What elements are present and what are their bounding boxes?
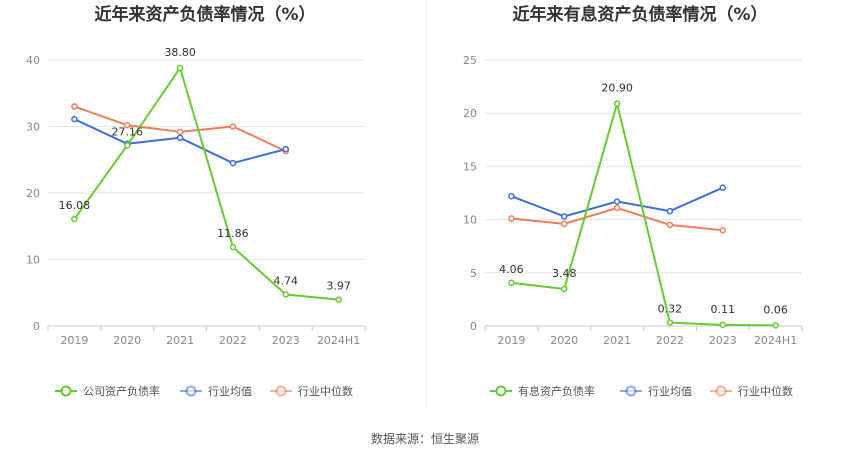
y-tick-label: 40	[26, 54, 40, 67]
data-point	[508, 279, 515, 287]
data-point	[772, 322, 779, 329]
data-point	[613, 204, 621, 212]
data-label: 3.97	[326, 280, 351, 293]
x-tick-label: 2019	[497, 334, 525, 347]
data-point	[613, 198, 621, 205]
legend-label: 公司资产负债率	[83, 384, 160, 398]
data-label: 11.86	[217, 227, 249, 240]
y-tick-label: 5	[470, 267, 477, 280]
x-tick-label: 2021	[166, 334, 194, 347]
legend-swatch-marker	[185, 385, 197, 397]
data-point	[613, 100, 621, 107]
data-point	[71, 103, 78, 110]
y-tick-label: 10	[26, 254, 40, 267]
data-point	[666, 319, 674, 326]
data-label: 4.74	[274, 274, 299, 287]
x-tick-label: 2019	[60, 334, 88, 347]
data-point	[71, 215, 78, 223]
data-point	[666, 221, 674, 229]
y-tick-label: 15	[463, 160, 477, 173]
data-point	[719, 184, 726, 191]
data-label: 3.48	[552, 267, 577, 280]
y-tick-label: 0	[33, 320, 40, 333]
data-point	[561, 213, 568, 220]
y-tick-label: 20	[463, 107, 477, 120]
data-point	[229, 243, 237, 251]
data-point	[508, 192, 515, 200]
data-label: 0.06	[763, 303, 788, 316]
data-point	[176, 64, 184, 72]
data-point	[71, 115, 78, 123]
series-line	[511, 206, 723, 232]
data-label: 38.80	[164, 46, 196, 59]
series-line	[73, 66, 339, 301]
y-tick-label: 0	[470, 320, 477, 333]
legend-swatch-marker	[275, 385, 287, 397]
chart-right: 近年来有息资产负债率情况（%） 0 5 10 15 20 25 2019 2020 2021 202…	[463, 4, 803, 398]
chart-left: 近年来资产负债率情况（%） 0 10 20 30 40 2019 2020 2021 2022 20…	[26, 4, 366, 398]
y-tick-label: 20	[26, 187, 40, 200]
data-point	[282, 145, 289, 153]
series-line	[73, 118, 287, 165]
data-label: 20.90	[601, 82, 633, 95]
x-tick-label: 2020	[113, 334, 141, 347]
data-point	[508, 215, 515, 222]
data-label: 27.16	[112, 125, 144, 138]
data-point	[719, 226, 726, 234]
data-label: 4.06	[499, 263, 524, 276]
data-label: 0.11	[711, 303, 736, 316]
y-tick-label: 30	[26, 121, 40, 134]
legend-label: 行业中位数	[298, 384, 353, 398]
x-tick-label: 2024H1	[754, 334, 797, 347]
legend-item: 行业中位数	[710, 384, 793, 398]
legend-label: 行业均值	[648, 385, 692, 398]
x-tick-label: 2022	[656, 334, 684, 347]
x-tick-label: 2024H1	[317, 334, 360, 347]
x-tick-label: 2021	[603, 334, 631, 347]
data-point	[666, 207, 674, 215]
data-point	[176, 128, 184, 136]
legend-label: 行业均值	[208, 385, 252, 398]
data-source: 数据来源：恒生聚源	[371, 431, 479, 446]
legend-item: 行业均值	[620, 385, 692, 398]
data-label: 0.32	[658, 303, 683, 316]
data-point	[335, 296, 342, 303]
legend-label: 有息资产负债率	[518, 384, 595, 398]
data-point	[561, 285, 568, 293]
data-point	[229, 159, 237, 167]
y-tick-label: 10	[463, 214, 477, 227]
legend-swatch-marker	[60, 385, 72, 397]
legend-item: 行业中位数	[270, 384, 353, 398]
data-point	[282, 291, 289, 298]
data-point	[124, 142, 131, 149]
y-tick-label: 25	[463, 54, 477, 67]
chart-title: 近年来资产负债率情况（%）	[94, 4, 315, 25]
legend-swatch-marker	[625, 385, 637, 397]
legend-item: 有息资产负债率	[490, 384, 595, 398]
x-tick-label: 2020	[550, 334, 578, 347]
data-label: 16.08	[59, 199, 91, 212]
data-point	[719, 321, 726, 329]
data-point	[561, 220, 568, 228]
data-point	[124, 121, 131, 129]
legend-swatch-marker	[715, 385, 727, 397]
x-tick-label: 2023	[272, 334, 300, 347]
legend-label: 行业中位数	[738, 384, 793, 398]
legend-item: 公司资产负债率	[55, 384, 160, 398]
data-point	[176, 134, 184, 142]
x-tick-label: 2023	[709, 334, 737, 347]
x-tick-label: 2022	[219, 334, 247, 347]
legend-item: 行业均值	[180, 385, 252, 398]
chart-title: 近年来有息资产负债率情况（%）	[512, 4, 767, 25]
series-line	[511, 102, 776, 327]
data-point	[229, 123, 237, 130]
legend-swatch-marker	[495, 385, 507, 397]
